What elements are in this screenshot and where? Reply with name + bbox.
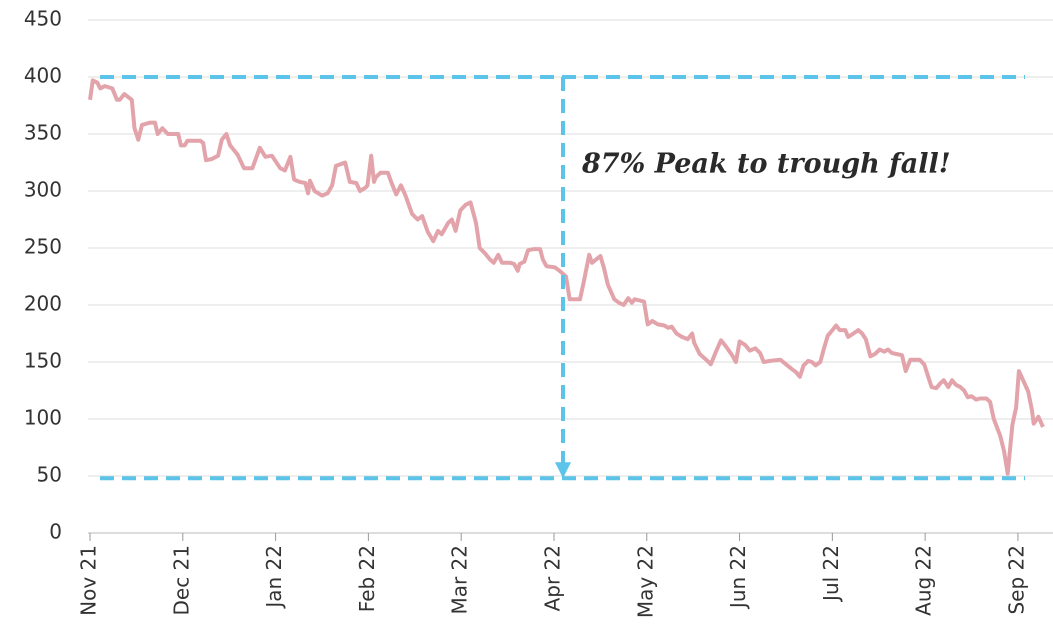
y-tick-label: 300 [24, 178, 62, 202]
y-tick-label: 450 [24, 7, 62, 31]
x-tick-label: May 22 [633, 545, 657, 618]
annotation-text: 87% Peak to trough fall! [581, 149, 951, 180]
y-tick-label: 200 [24, 292, 62, 316]
x-tick-label: Aug 22 [912, 545, 936, 616]
y-tick-label: 0 [49, 520, 62, 544]
x-tick-label: Feb 22 [355, 545, 379, 612]
y-tick-label: 350 [24, 121, 62, 145]
x-tick-label: Jan 22 [262, 545, 286, 610]
y-tick-label: 400 [24, 64, 62, 88]
y-tick-label: 100 [24, 406, 62, 430]
arrow-head [555, 462, 571, 479]
x-tick-label: Mar 22 [448, 545, 472, 615]
x-tick-label: Nov 21 [77, 545, 101, 616]
y-tick-label: 150 [24, 349, 62, 373]
x-tick-label: Dec 21 [169, 545, 193, 616]
line [88, 78, 1045, 476]
y-tick-label: 50 [37, 463, 62, 487]
x-tick-label: Jun 22 [726, 545, 750, 610]
x-tick-label: Sep 22 [1004, 545, 1028, 615]
x-tick-label: Jul 22 [819, 545, 843, 603]
y-tick-label: 250 [24, 235, 62, 259]
x-tick-label: Apr 22 [540, 545, 564, 611]
